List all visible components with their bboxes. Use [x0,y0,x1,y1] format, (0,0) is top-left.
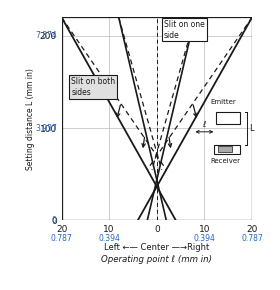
Bar [214,145,240,154]
Text: Emitter: Emitter [211,99,236,105]
Text: 0: 0 [52,216,57,225]
Text: 0.787: 0.787 [51,234,73,243]
Text: L: L [250,124,254,133]
Bar [216,112,240,124]
Text: 0.787: 0.787 [241,234,263,243]
Text: 3.937: 3.937 [35,124,57,133]
Text: $\ell$: $\ell$ [202,119,207,129]
Text: Slit on both
sides: Slit on both sides [71,77,115,97]
Text: Left ←— Center —→Right: Left ←— Center —→Right [104,244,209,253]
Text: Setting distance L (mm in): Setting distance L (mm in) [26,68,35,170]
Text: 0.394: 0.394 [98,234,120,243]
Text: 0.394: 0.394 [193,234,215,243]
Text: Slit on one
side: Slit on one side [164,20,205,39]
Text: 7.874: 7.874 [35,31,57,40]
Bar [218,146,232,152]
Text: Operating point ℓ (mm in): Operating point ℓ (mm in) [101,255,212,264]
Text: Receiver: Receiver [211,158,241,164]
